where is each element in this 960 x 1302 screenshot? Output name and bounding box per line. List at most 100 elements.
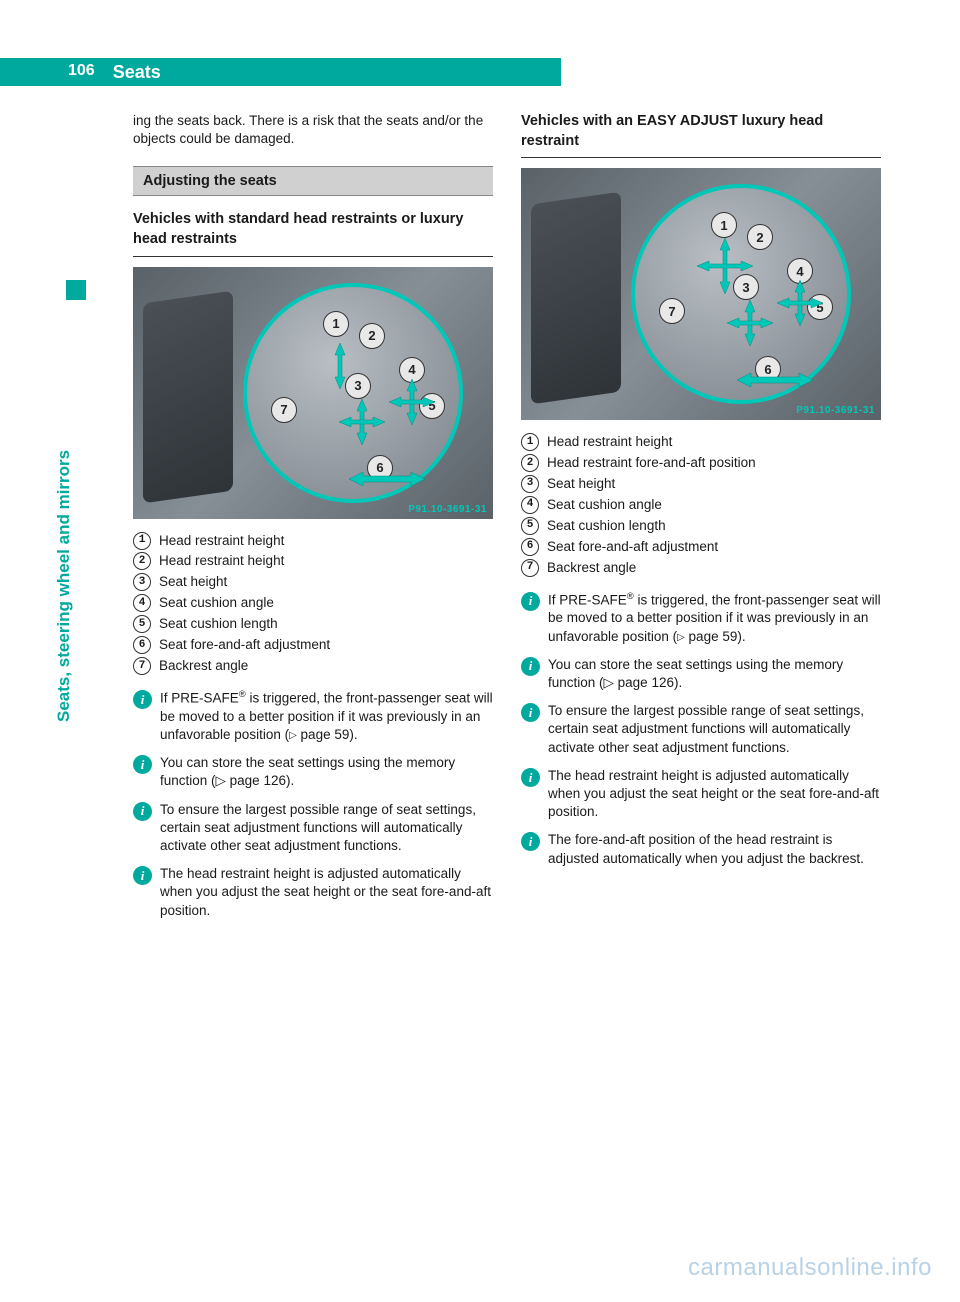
info-note: i The head restraint height is adjusted a… (521, 767, 881, 822)
legend-number: 6 (133, 636, 151, 654)
legend-number: 4 (521, 496, 539, 514)
rule (521, 157, 881, 158)
info-icon: i (133, 755, 152, 774)
arrow-indicator (337, 397, 387, 447)
legend-number: 2 (521, 454, 539, 472)
info-text: The fore-and-aft position of the head re… (548, 831, 881, 867)
legend-number: 3 (133, 573, 151, 591)
arrow-indicator (725, 298, 775, 348)
legend-number: 3 (521, 475, 539, 493)
legend-text: Head restraint fore-and-aft position (547, 453, 756, 474)
subheading-left: Vehicles with standard head restraints o… (133, 210, 493, 249)
legend-item: 6 Seat fore-and-aft adjustment (521, 537, 881, 558)
legend-text: Head restraint height (159, 531, 284, 552)
legend-text: Backrest angle (159, 656, 248, 677)
continuation-text: ing the seats back. There is a risk that… (133, 112, 493, 148)
legend-item: 4 Seat cushion angle (133, 593, 493, 614)
arrow-indicator (735, 368, 815, 392)
legend-left: 1 Head restraint height 2Head restraint h… (133, 531, 493, 677)
info-icon: i (521, 657, 540, 676)
info-icon: i (521, 832, 540, 851)
info-icon: i (521, 703, 540, 722)
page-header: 106 Seats (0, 58, 561, 86)
arrow-indicator (315, 341, 365, 391)
legend-item: 2 Head restraint fore-and-aft position (521, 453, 881, 474)
legend-text: Seat height (159, 572, 227, 593)
door-panel-graphic (143, 290, 233, 503)
info-note: i If PRE-SAFE® is triggered, the front-pa… (521, 591, 881, 646)
legend-number: 7 (521, 559, 539, 577)
arrow-indicator (695, 236, 755, 296)
callout-7: 7 (659, 298, 685, 324)
section-heading: Adjusting the seats (133, 166, 493, 196)
legend-item: 2Head restraint height (133, 551, 493, 572)
info-text: The head restraint height is adjusted au… (548, 767, 881, 822)
legend-text: Seat fore-and-aft adjustment (159, 635, 330, 656)
info-note: i The head restraint height is adjusted a… (133, 865, 493, 920)
legend-text: Seat height (547, 474, 615, 495)
legend-item: 4 Seat cushion angle (521, 495, 881, 516)
page-number: 106 (0, 58, 105, 86)
legend-item: 5 Seat cushion length (133, 614, 493, 635)
legend-text: Seat cushion length (547, 516, 666, 537)
info-note: i You can store the seat settings using t… (521, 656, 881, 692)
legend-item: 3 Seat height (133, 572, 493, 593)
subheading-right: Vehicles with an EASY ADJUST luxury head… (521, 112, 881, 151)
legend-item: 3 Seat height (521, 474, 881, 495)
legend-item: 5 Seat cushion length (521, 516, 881, 537)
info-text: You can store the seat settings using th… (548, 656, 881, 692)
page-title: Seats (105, 58, 561, 86)
info-note: i The fore-and-aft position of the head r… (521, 831, 881, 867)
arrow-indicator (387, 377, 437, 427)
legend-number: 5 (133, 615, 151, 633)
detail-circle: 1 2 3 4 5 6 7 (243, 283, 463, 503)
legend-number: 7 (133, 657, 151, 675)
info-note: i You can store the seat settings using t… (133, 754, 493, 790)
rule (133, 256, 493, 257)
legend-text: Seat cushion angle (159, 593, 274, 614)
legend-number: 5 (521, 517, 539, 535)
watermark: carmanualsonline.info (688, 1254, 932, 1282)
legend-text: Seat fore-and-aft adjustment (547, 537, 718, 558)
legend-number: 1 (521, 433, 539, 451)
legend-item: 1 Head restraint height (521, 432, 881, 453)
legend-text: Seat cushion length (159, 614, 278, 635)
legend-text: Head restraint height (547, 432, 672, 453)
right-column: Vehicles with an EASY ADJUST luxury head… (521, 112, 881, 930)
side-tab-label: Seats, steering wheel and mirrors (54, 450, 74, 722)
legend-item: 7 Backrest angle (133, 656, 493, 677)
seat-adjustment-figure: 1 2 3 4 5 6 7 (521, 168, 881, 420)
info-icon: i (521, 768, 540, 787)
info-icon: i (133, 690, 152, 709)
legend-number: 4 (133, 594, 151, 612)
info-text: To ensure the largest possible range of … (548, 702, 881, 757)
callout-1: 1 (323, 311, 349, 337)
info-text: You can store the seat settings using th… (160, 754, 493, 790)
left-column: ing the seats back. There is a risk that… (133, 112, 493, 930)
legend-text: Seat cushion angle (547, 495, 662, 516)
info-text: If PRE-SAFE® is triggered, the front-pas… (160, 689, 493, 744)
legend-item: 6 Seat fore-and-aft adjustment (133, 635, 493, 656)
image-reference: P91.10-3691-31 (796, 405, 875, 416)
info-icon: i (521, 592, 540, 611)
legend-text: Backrest angle (547, 558, 636, 579)
legend-number: 1 (133, 532, 151, 550)
side-tab-marker (66, 280, 86, 300)
image-reference: P91.10-3691-31 (408, 504, 487, 515)
legend-item: 7 Backrest angle (521, 558, 881, 579)
info-text: The head restraint height is adjusted au… (160, 865, 493, 920)
door-panel-graphic (531, 192, 621, 405)
content-area: ing the seats back. There is a risk that… (133, 112, 883, 930)
info-text: If PRE-SAFE® is triggered, the front-pas… (548, 591, 881, 646)
detail-circle: 1 2 3 4 5 6 7 (631, 184, 851, 404)
callout-7: 7 (271, 397, 297, 423)
callout-1: 1 (711, 212, 737, 238)
legend-text: Head restraint height (159, 551, 284, 572)
arrow-indicator (347, 467, 427, 491)
info-note: i To ensure the largest possible range of… (521, 702, 881, 757)
legend-right: 1 Head restraint height 2 Head restraint f… (521, 432, 881, 578)
info-text: To ensure the largest possible range of … (160, 801, 493, 856)
info-icon: i (133, 866, 152, 885)
legend-item: 1 Head restraint height (133, 531, 493, 552)
legend-number: 6 (521, 538, 539, 556)
